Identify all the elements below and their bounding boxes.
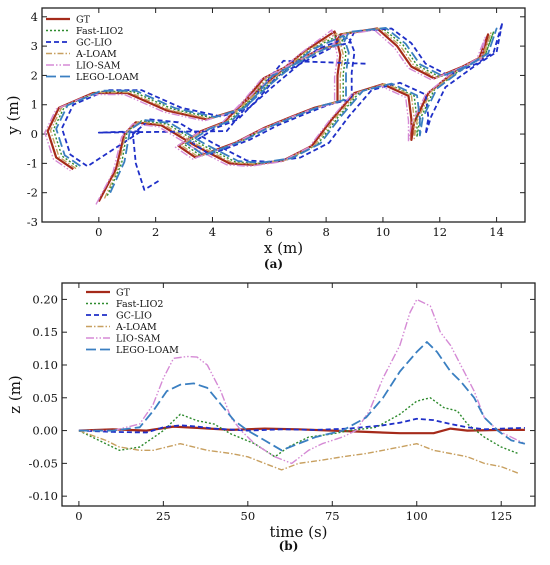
y-tick-label: -1 (27, 156, 38, 170)
series-line-a-loam (78, 429, 519, 474)
y-tick-label: 0.05 (32, 391, 58, 405)
legend-label: Fast-LIO2 (116, 299, 163, 310)
y-tick-label: 2 (31, 68, 38, 82)
y-tick-label: 1 (31, 98, 38, 112)
series-line-lio-sam (44, 29, 486, 205)
y-tick-label: 4 (31, 10, 38, 24)
y-tick-label: 3 (31, 39, 38, 53)
x-tick-label: 50 (241, 509, 256, 523)
x-tick-label: 12 (432, 225, 447, 239)
series-line-gc-lio (78, 417, 525, 434)
x-tick-label: 8 (322, 225, 329, 239)
legend-label: GT (116, 288, 131, 299)
plot-frame (61, 282, 536, 507)
legend-label: LEGO-LOAM (116, 345, 179, 356)
y-tick-label: 0.10 (32, 358, 58, 372)
y-tick-label: 0.15 (32, 325, 58, 339)
x-tick-label: 0 (75, 509, 82, 523)
y-tick-label: -0.05 (29, 456, 59, 470)
y-axis-label: z (m) (6, 375, 24, 414)
series-line-lego-loam (55, 26, 498, 194)
x-tick-label: 4 (209, 225, 216, 239)
series-line-lego-loam (78, 341, 526, 452)
y-tick-label: -3 (27, 215, 38, 229)
series-line-lio-sam (78, 298, 526, 465)
legend-label: LIO-SAM (116, 334, 161, 345)
y-tick-label: -0.10 (29, 489, 59, 503)
x-tick-label: 14 (489, 225, 504, 239)
x-tick-label: 10 (376, 225, 391, 239)
x-axis-label: time (s) (269, 523, 327, 541)
y-tick-label: 0.00 (32, 424, 58, 438)
legend-label: GC-LIO (76, 38, 112, 49)
legend-label: A-LOAM (115, 322, 157, 333)
legend-label: A-LOAM (75, 49, 117, 60)
y-tick-label: 0 (31, 127, 38, 141)
legend-label: GT (76, 15, 91, 26)
x-tick-label: 2 (152, 225, 159, 239)
series-line-a-loam (49, 27, 492, 199)
series-line-fast-lio2 (78, 397, 519, 458)
legend-label: LEGO-LOAM (76, 72, 139, 83)
y-axis-label: y (m) (4, 95, 22, 135)
chart-panel-b: 0 25 50 75 100 125 -0.10 -0.05 0.00 0.05 0.10 0.15 0… (6, 282, 536, 553)
panel-caption: (a) (264, 257, 283, 271)
x-axis-label: x (m) (264, 239, 303, 257)
y-tick-label: 0.20 (32, 292, 58, 306)
x-tick-label: 100 (406, 509, 428, 523)
panel-caption: (b) (279, 539, 299, 553)
y-tick-label: -2 (27, 186, 38, 200)
x-tick-label: 25 (156, 509, 171, 523)
x-tick-label: 0 (95, 225, 102, 239)
plot-frame (41, 7, 526, 223)
x-tick-label: 6 (266, 225, 273, 239)
x-tick-label: 125 (490, 509, 512, 523)
x-tick-label: 75 (325, 509, 340, 523)
series-line-gc-lio (61, 21, 504, 191)
legend-label: Fast-LIO2 (76, 26, 123, 37)
legend-label: GC-LIO (116, 311, 152, 322)
legend-label: LIO-SAM (76, 61, 121, 72)
